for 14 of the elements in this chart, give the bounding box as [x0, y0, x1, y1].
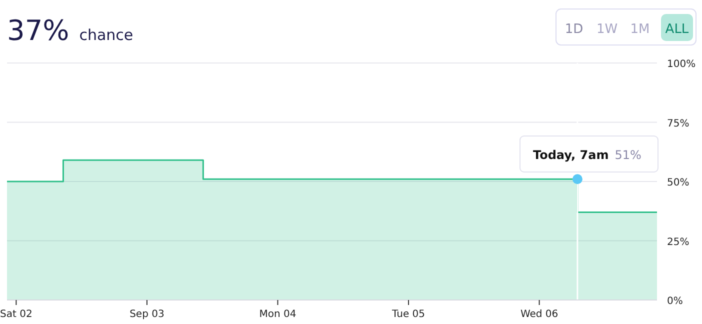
chart-subtitle: chance	[79, 26, 134, 44]
y-tick-label: 100%	[667, 59, 696, 70]
annotation: Today, 7am 51%	[533, 148, 642, 162]
x-tick-label: Wed 06	[520, 309, 558, 320]
x-tick-label: Sat 02	[0, 309, 32, 320]
x-tick-label: Mon 04	[259, 309, 296, 320]
y-tick-label: 75%	[667, 118, 690, 130]
y-tick-label: 25%	[667, 236, 690, 248]
chart-title: 37%	[7, 14, 70, 47]
x-tick-label: Sep 03	[130, 309, 164, 320]
range-selector: 1D 1W 1M ALL	[556, 8, 696, 46]
y-tick-label: 50%	[667, 178, 690, 188]
y-tick-label: 0%	[667, 296, 683, 307]
x-tick-label: Tue 05	[391, 309, 426, 320]
